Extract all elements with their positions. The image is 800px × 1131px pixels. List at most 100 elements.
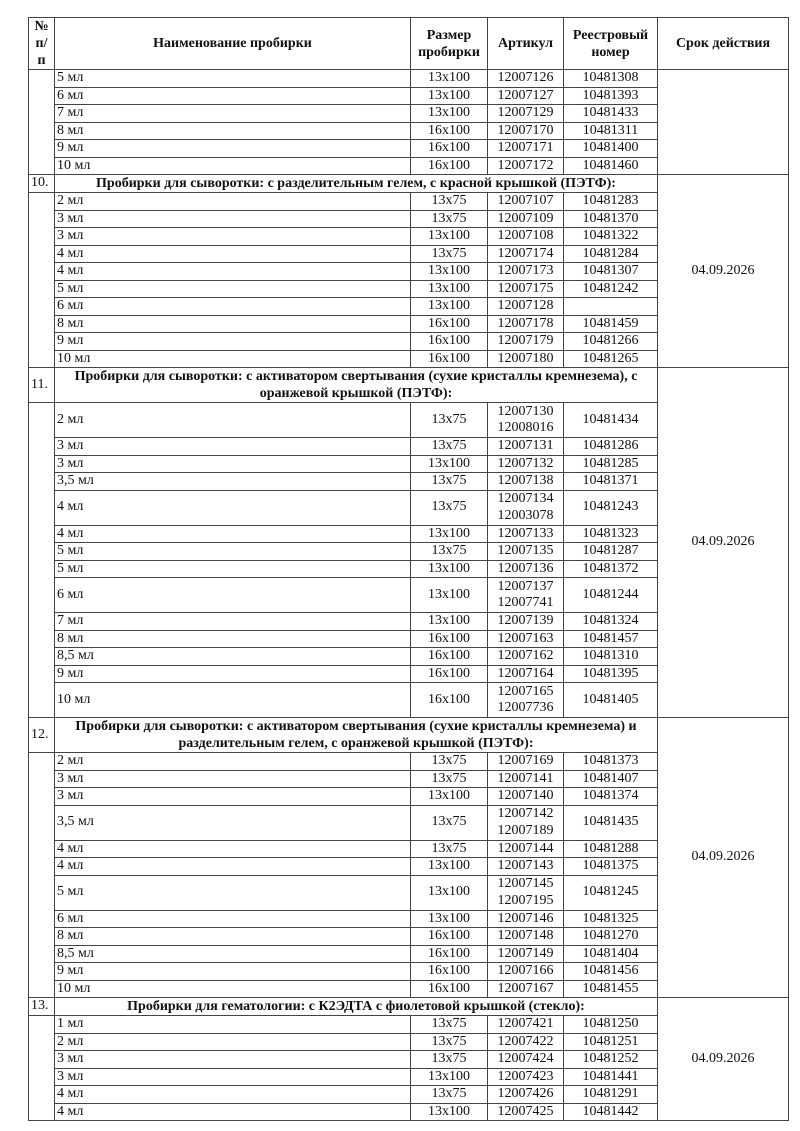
article-number: 12007423 (497, 1068, 554, 1084)
table-row: 8,5 мл 16x100 12007149 10481404 (29, 944, 789, 963)
table-row: 3,5 мл 13x75 12007138 10481371 (29, 472, 789, 491)
registry-number: 10481400 (563, 139, 658, 158)
table-row: 9 мл 16x100 12007179 10481266 (29, 332, 789, 351)
article-cell: 12007179 (487, 332, 564, 351)
article-cell: 12007109 (487, 209, 564, 228)
article-cell: 12007167 (487, 979, 564, 998)
article-cell: 12007426 (487, 1085, 564, 1104)
article-number: 12007148 (497, 928, 554, 943)
article-number: 12007164 (497, 665, 554, 681)
article-cell: 12007169 (487, 752, 564, 771)
article-number: 12007132 (497, 455, 554, 471)
registry-number: 10481375 (563, 857, 658, 876)
registry-number: 10481243 (563, 489, 658, 526)
article-cell: 12007163 (487, 629, 564, 648)
article-cell: 12007140 (487, 787, 564, 806)
article-cell: 12007173 (487, 262, 564, 281)
article-cell: 12007130 12008016 (487, 402, 564, 438)
article-cell: 12007421 (487, 1015, 564, 1034)
tube-name: 4 мл (54, 244, 411, 263)
article-number: 12007195 (497, 892, 554, 908)
tube-size: 13x100 (410, 1067, 488, 1086)
tube-name: 9 мл (54, 332, 411, 351)
registry-number: 10481310 (563, 647, 658, 666)
article-number: 12007130 (497, 403, 554, 419)
tube-size: 13x100 (410, 104, 488, 123)
article-number: 12007736 (497, 700, 554, 715)
tube-size: 13x100 (410, 559, 488, 578)
tube-size: 13x75 (410, 209, 488, 228)
tube-name: 5 мл (54, 874, 411, 911)
tube-size: 16x100 (410, 314, 488, 333)
tube-size: 16x100 (410, 979, 488, 998)
tube-size: 16x100 (410, 927, 488, 946)
tube-name: 10 мл (54, 349, 411, 368)
group-header-row: 12. Пробирки для сыворотки: с активатором… (28, 717, 789, 998)
table-row: 3,5 мл 13x75 12007142 12007189 10481435 (29, 804, 789, 841)
article-cell: 12007165 12007736 (487, 682, 564, 718)
group-title: Пробирки для гематологии: с К2ЭДТА с фио… (54, 997, 658, 1016)
table-row: 2 мл 13x75 12007169 10481373 (28, 752, 789, 998)
registry-number: 10481459 (563, 314, 658, 333)
table-row: 4 мл 13x75 12007134 12003078 10481243 (29, 489, 789, 526)
article-number: 12007179 (497, 333, 554, 348)
registry-number: 10481456 (563, 962, 658, 981)
tube-name: 8,5 мл (54, 944, 411, 963)
article-number: 12007171 (497, 140, 554, 155)
tube-size: 13x100 (410, 297, 488, 316)
article-cell: 12007141 (487, 769, 564, 788)
registry-number: 10481291 (563, 1085, 658, 1104)
article-cell: 12007149 (487, 944, 564, 963)
registry-number: 10481307 (563, 262, 658, 281)
article-number: 12007137 (497, 578, 554, 594)
tube-size: 13x75 (410, 752, 488, 771)
tube-name: 6 мл (54, 297, 411, 316)
tube-size: 13x100 (410, 86, 488, 105)
article-number: 12007131 (497, 438, 554, 453)
registry-number: 10481441 (563, 1067, 658, 1086)
tube-size: 13x100 (410, 524, 488, 543)
table-row: 3 мл 13x100 12007132 10481285 (29, 454, 789, 473)
tube-size: 16x100 (410, 682, 488, 718)
registry-number: 10481250 (563, 1015, 658, 1034)
article-number: 12007145 (497, 876, 554, 891)
article-number: 12007426 (497, 1086, 554, 1101)
article-number: 12007178 (497, 315, 554, 331)
registry-number: 10481372 (563, 559, 658, 578)
tube-size: 16x100 (410, 121, 488, 140)
expiry-date: 04.09.2026 (657, 174, 789, 368)
tube-name: 1 мл (54, 1015, 411, 1034)
article-number: 12007424 (497, 1051, 554, 1066)
article-number: 12003078 (497, 507, 554, 523)
tube-name: 5 мл (54, 279, 411, 298)
registry-number: 10481283 (563, 192, 658, 211)
tube-name: 5 мл (54, 69, 411, 88)
table-row: 7 мл 13x100 12007139 10481324 (29, 612, 789, 631)
article-cell: 12007135 (487, 542, 564, 561)
article-cell: 12007128 (487, 297, 564, 316)
tube-name: 4 мл (54, 524, 411, 543)
article-cell: 12007134 12003078 (487, 489, 564, 526)
article-number: 12007136 (497, 560, 554, 576)
number-cell-empty (28, 752, 55, 998)
tube-size: 13x100 (410, 612, 488, 631)
tube-size: 13x75 (410, 1032, 488, 1051)
article-cell: 12007107 (487, 192, 564, 211)
tube-size: 13x100 (410, 69, 488, 88)
article-number: 12007169 (497, 753, 554, 768)
registry-number: 10481323 (563, 524, 658, 543)
registry-number: 10481393 (563, 86, 658, 105)
registry-number (563, 297, 658, 316)
registry-number: 10481373 (563, 752, 658, 771)
table-row: 9 мл 16x100 12007171 10481400 (29, 139, 789, 158)
tube-name: 3,5 мл (54, 804, 411, 841)
article-number: 12007167 (497, 980, 554, 996)
article-cell: 12007422 (487, 1032, 564, 1051)
table-row: 4 мл 13x75 12007426 10481291 (29, 1085, 789, 1104)
tube-name: 9 мл (54, 962, 411, 981)
table-row: 8 мл 16x100 12007148 10481270 (29, 927, 789, 946)
number-cell-empty (28, 192, 55, 368)
group-header-row: 11. Пробирки для сыворотки: с активатором… (28, 367, 789, 718)
tube-name: 3 мл (54, 437, 411, 456)
tube-size: 13x75 (410, 472, 488, 491)
